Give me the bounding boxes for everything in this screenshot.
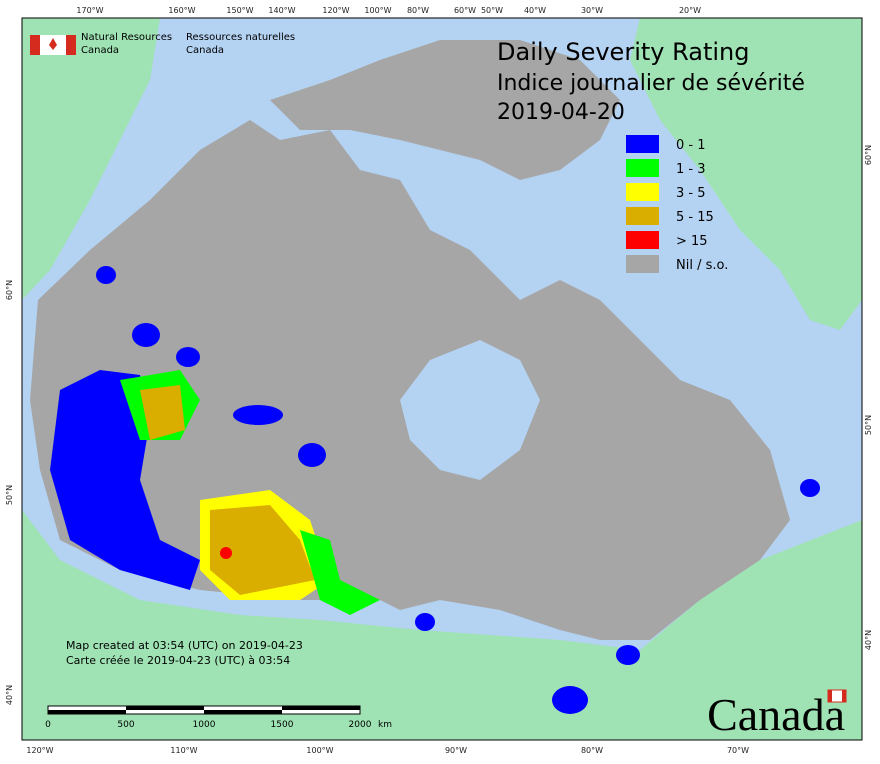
graticule-label: 20°W bbox=[679, 6, 701, 15]
scale-segment bbox=[282, 706, 360, 710]
flag-leaf bbox=[49, 38, 57, 50]
legend: 0 - 1 1 - 3 3 - 5 5 - 15 > 15 Nil / s.o. bbox=[626, 135, 728, 273]
patch bbox=[176, 347, 200, 367]
legend-swatch bbox=[626, 159, 659, 177]
org-name: Canada bbox=[186, 45, 224, 56]
scale-unit: km bbox=[378, 720, 392, 730]
patch bbox=[132, 323, 160, 347]
graticule-label: 100°W bbox=[306, 746, 333, 755]
scale-label: 1000 bbox=[193, 720, 216, 730]
greenland bbox=[630, 18, 862, 330]
footer-note: Map created at 03:54 (UTC) on 2019-04-23 bbox=[66, 639, 303, 652]
flag-bar bbox=[66, 35, 76, 55]
scale-segment bbox=[126, 706, 204, 710]
usa bbox=[22, 510, 862, 740]
graticule-label: 60°N bbox=[864, 145, 873, 165]
graticule-label: 60°W bbox=[454, 6, 476, 15]
legend-swatch bbox=[626, 135, 659, 153]
graticule-label: 150°W bbox=[226, 6, 253, 15]
graticule-label: 50°N bbox=[5, 485, 14, 505]
graticule-label: 160°W bbox=[168, 6, 195, 15]
graticule-label: 80°W bbox=[407, 6, 429, 15]
graticule: 170°W 160°W 150°W 140°W 120°W 100°W 80°W 60°W 50… bbox=[5, 6, 873, 755]
wordmark: Canada bbox=[707, 689, 845, 740]
patch bbox=[220, 547, 232, 559]
scale-label: 2000 bbox=[349, 720, 372, 730]
legend-swatch bbox=[626, 231, 659, 249]
scale-segment bbox=[204, 710, 282, 714]
patch bbox=[800, 479, 820, 497]
graticule-label: 40°N bbox=[5, 685, 14, 705]
graticule-label: 140°W bbox=[268, 6, 295, 15]
scale-label: 0 bbox=[45, 720, 51, 730]
title: Daily Severity Rating bbox=[497, 38, 749, 66]
frame bbox=[21, 17, 863, 741]
patch bbox=[415, 613, 435, 631]
graticule-label: 170°W bbox=[76, 6, 103, 15]
hudson-bay bbox=[400, 340, 540, 480]
legend-swatch bbox=[626, 255, 659, 273]
graticule-label: 30°W bbox=[581, 6, 603, 15]
legend-swatch bbox=[626, 183, 659, 201]
graticule-label: 100°W bbox=[364, 6, 391, 15]
graticule-label: 70°W bbox=[727, 746, 749, 755]
footer-note: Carte créée le 2019-04-23 (UTC) à 03:54 bbox=[66, 654, 290, 667]
graticule-label: 80°W bbox=[581, 746, 603, 755]
graticule-label: 120°W bbox=[26, 746, 53, 755]
org-name: Ressources naturelles bbox=[186, 32, 295, 43]
graticule-label: 50°N bbox=[864, 415, 873, 435]
legend-label: 0 - 1 bbox=[676, 138, 706, 153]
patch bbox=[616, 645, 640, 665]
org-name: Canada bbox=[81, 45, 119, 56]
patch bbox=[210, 505, 315, 595]
patch bbox=[552, 686, 588, 714]
scale-segment bbox=[48, 710, 126, 714]
patch bbox=[298, 443, 326, 467]
patch bbox=[50, 370, 200, 590]
graticule-label: 40°W bbox=[524, 6, 546, 15]
scale-label: 500 bbox=[117, 720, 134, 730]
legend-label: Nil / s.o. bbox=[676, 258, 728, 273]
org-name: Natural Resources bbox=[81, 32, 172, 43]
graticule-label: 40°N bbox=[864, 630, 873, 650]
graticule-label: 90°W bbox=[445, 746, 467, 755]
graticule-label: 50°W bbox=[481, 6, 503, 15]
flag-bar bbox=[30, 35, 40, 55]
russia bbox=[22, 18, 160, 300]
arctic-islands bbox=[270, 40, 620, 180]
wordmark-flag bbox=[842, 690, 846, 702]
patch bbox=[140, 385, 185, 440]
scale-bar: 0 500 1000 1500 2000 km bbox=[45, 705, 392, 730]
title-date: 2019-04-20 bbox=[497, 100, 625, 125]
patch bbox=[300, 530, 380, 615]
graticule-label: 120°W bbox=[322, 6, 349, 15]
scale-label: 1500 bbox=[271, 720, 294, 730]
graticule-label: 60°N bbox=[5, 280, 14, 300]
title: Indice journalier de sévérité bbox=[497, 71, 805, 96]
legend-label: 5 - 15 bbox=[676, 210, 714, 225]
legend-label: > 15 bbox=[676, 234, 708, 249]
patch bbox=[96, 266, 116, 284]
wordmark-flag bbox=[828, 690, 832, 702]
graticule-label: 110°W bbox=[170, 746, 197, 755]
legend-swatch bbox=[626, 207, 659, 225]
legend-label: 1 - 3 bbox=[676, 162, 706, 177]
legend-label: 3 - 5 bbox=[676, 186, 706, 201]
patch bbox=[233, 405, 283, 425]
